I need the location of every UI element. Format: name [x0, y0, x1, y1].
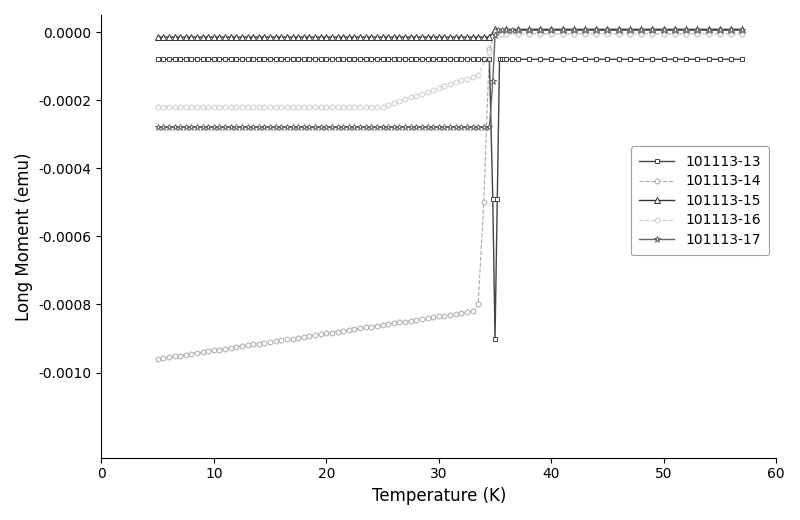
101113-15: [181, 34, 190, 40]
Line: 101113-13: 101113-13: [155, 57, 745, 341]
101113-13: [153, 56, 162, 62]
101113-16: [249, 104, 258, 110]
Line: 101113-14: 101113-14: [155, 31, 745, 361]
101113-14: [361, 324, 370, 331]
101113-17: [738, 27, 747, 33]
101113-14: [738, 31, 747, 37]
101113-16: [490, 31, 500, 37]
101113-14: [181, 352, 190, 358]
101113-13: [406, 56, 415, 62]
101113-15: [428, 34, 438, 40]
101113-15: [485, 34, 494, 40]
101113-13: [214, 56, 224, 62]
101113-17: [260, 124, 270, 131]
101113-17: [494, 27, 503, 33]
101113-15: [220, 34, 230, 40]
101113-15: [490, 26, 500, 32]
101113-17: [231, 124, 241, 131]
101113-13: [344, 56, 354, 62]
101113-15: [249, 34, 258, 40]
101113-15: [546, 26, 556, 32]
101113-17: [294, 124, 303, 131]
101113-13: [490, 335, 500, 342]
101113-14: [569, 31, 578, 37]
101113-16: [738, 31, 747, 37]
101113-13: [203, 56, 213, 62]
101113-16: [153, 104, 162, 110]
101113-15: [153, 34, 162, 40]
101113-14: [490, 31, 500, 37]
101113-17: [569, 27, 578, 33]
101113-17: [394, 124, 404, 131]
101113-16: [496, 31, 506, 37]
101113-14: [153, 356, 162, 362]
101113-17: [153, 124, 162, 131]
Line: 101113-15: 101113-15: [154, 26, 746, 40]
101113-14: [158, 355, 168, 361]
101113-14: [383, 321, 393, 327]
101113-17: [355, 124, 365, 131]
101113-16: [546, 31, 556, 37]
101113-16: [428, 87, 438, 93]
Legend: 101113-13, 101113-14, 101113-15, 101113-16, 101113-17: 101113-13, 101113-14, 101113-15, 101113-…: [631, 147, 770, 255]
Y-axis label: Long Moment (emu): Long Moment (emu): [15, 152, 33, 321]
101113-16: [220, 104, 230, 110]
101113-16: [181, 104, 190, 110]
101113-14: [524, 31, 534, 37]
101113-15: [738, 26, 747, 32]
Line: 101113-16: 101113-16: [155, 31, 745, 109]
101113-13: [254, 56, 264, 62]
101113-13: [738, 56, 747, 62]
Line: 101113-17: 101113-17: [154, 27, 746, 131]
101113-13: [637, 56, 646, 62]
X-axis label: Temperature (K): Temperature (K): [372, 487, 506, 505]
